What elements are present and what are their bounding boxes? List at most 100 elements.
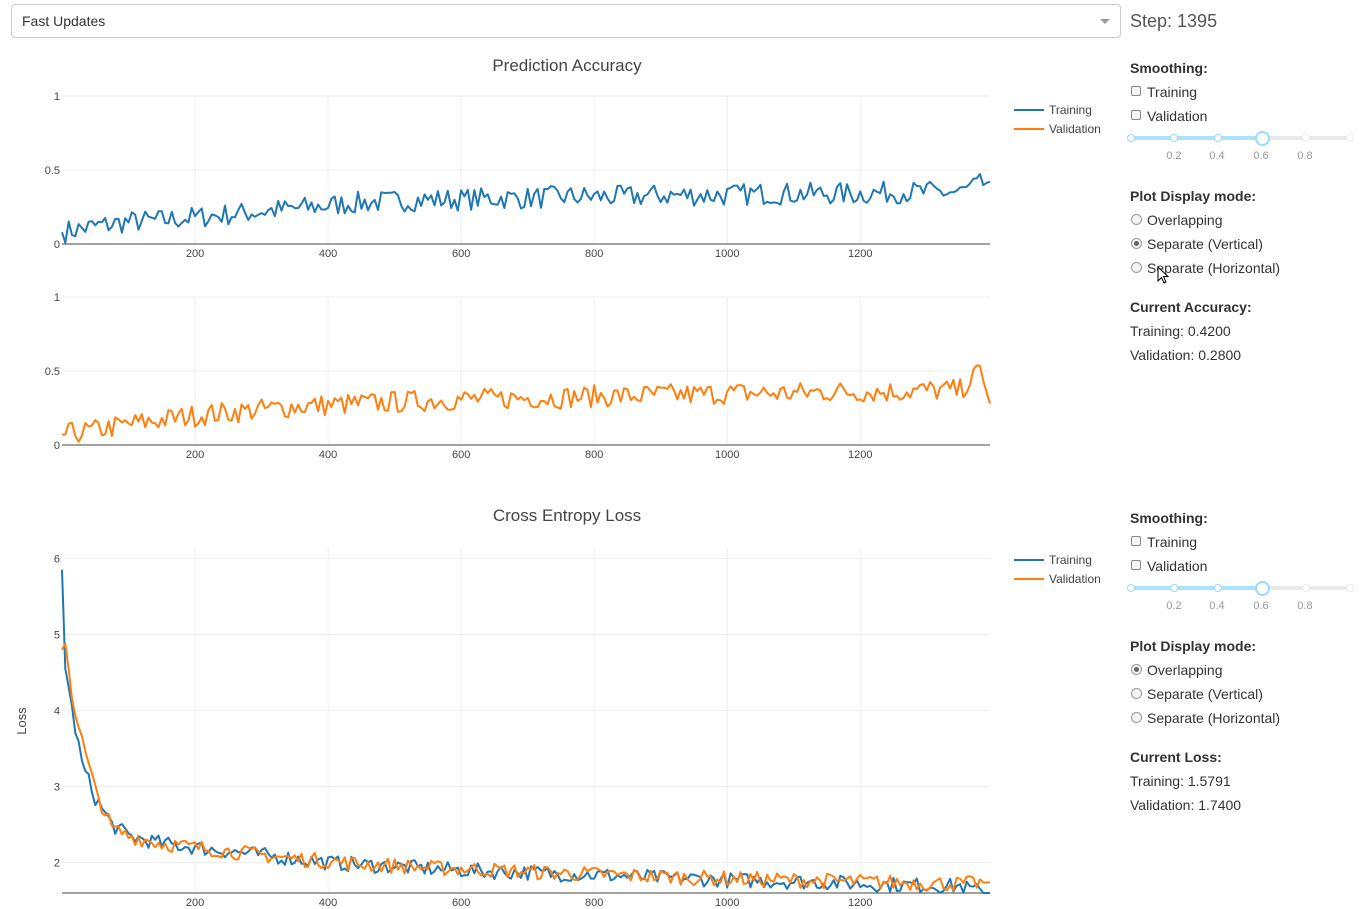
radio-label: Separate (Horizontal) — [1147, 710, 1281, 726]
slider-handle[interactable] — [1255, 581, 1270, 596]
slider-mark: 0.2 — [1166, 600, 1182, 612]
y-tick-label: 0.5 — [45, 165, 60, 177]
slider-track — [1130, 586, 1261, 590]
x-tick-label: 1200 — [848, 897, 872, 909]
x-tick-label: 200 — [186, 449, 204, 461]
radio-label: Separate (Vertical) — [1147, 686, 1263, 702]
loss-smoothing-slider[interactable]: 0.2 0.4 0.6 0.8 — [1127, 578, 1360, 622]
y-tick-label: 6 — [54, 553, 60, 565]
x-tick-label: 400 — [319, 248, 337, 260]
slider-mark: 0.8 — [1297, 600, 1313, 612]
slider-handle[interactable] — [1255, 131, 1270, 146]
y-tick-label: 5 — [54, 629, 60, 641]
slider-mark: 0.6 — [1253, 150, 1269, 162]
y-tick-label: 3 — [54, 782, 60, 794]
radio-button[interactable] — [1131, 214, 1142, 225]
loss-controls: Smoothing: Training Validation 0.2 0.4 0… — [1127, 506, 1360, 817]
accuracy-smoothing-label: Smoothing: — [1130, 60, 1208, 76]
series-line-training — [61, 173, 991, 244]
series-line-training — [61, 569, 990, 894]
accuracy-smoothing-validation[interactable]: Validation — [1130, 104, 1360, 128]
x-tick-label: 600 — [452, 449, 470, 461]
checkbox-training-label: Training — [1147, 534, 1198, 550]
loss-smoothing-validation[interactable]: Validation — [1130, 554, 1360, 578]
x-tick-label: 600 — [452, 897, 470, 909]
checkbox-training[interactable] — [1131, 536, 1141, 546]
slider-track — [1130, 136, 1261, 140]
radio-separate-vertical[interactable]: Separate (Vertical) — [1130, 682, 1360, 706]
y-tick-label: 1 — [54, 91, 60, 103]
loss-smoothing-training[interactable]: Training — [1130, 530, 1360, 554]
accuracy-controls: Smoothing: Training Validation 0.2 0.4 0… — [1127, 56, 1360, 367]
slider-dot[interactable] — [1127, 584, 1135, 592]
current-loss-label: Current Loss: — [1130, 749, 1222, 765]
slider-dot[interactable] — [1170, 584, 1178, 592]
y-tick-label: 1 — [54, 292, 60, 304]
current-loss-validation: Validation: 1.7400 — [1130, 797, 1242, 813]
current-accuracy-label: Current Accuracy: — [1130, 299, 1252, 315]
y-tick-label: 2 — [54, 858, 60, 870]
x-tick-label: 200 — [186, 248, 204, 260]
x-tick-label: 400 — [319, 897, 337, 909]
checkbox-validation[interactable] — [1131, 560, 1141, 570]
radio-button[interactable] — [1131, 262, 1142, 273]
series-line-validation — [61, 642, 991, 892]
radio-button[interactable] — [1131, 664, 1142, 675]
checkbox-validation-label: Validation — [1147, 558, 1208, 574]
slider-dot[interactable] — [1127, 134, 1135, 142]
radio-label: Separate (Vertical) — [1147, 236, 1263, 252]
loss-display-label: Plot Display mode: — [1130, 638, 1257, 654]
radio-button[interactable] — [1131, 238, 1142, 249]
mouse-cursor-icon — [1157, 266, 1170, 284]
step-counter: Step: 1395 — [1130, 11, 1218, 31]
x-tick-label: 1200 — [848, 248, 872, 260]
slider-mark: 0.4 — [1209, 600, 1225, 612]
radio-separate-vertical[interactable]: Separate (Vertical) — [1130, 232, 1360, 256]
checkbox-training[interactable] — [1131, 86, 1141, 96]
slider-dot[interactable] — [1214, 584, 1222, 592]
radio-label: Overlapping — [1147, 212, 1223, 228]
legend-entry-validation: Validation — [1049, 122, 1101, 136]
loss-smoothing-label: Smoothing: — [1130, 510, 1208, 526]
x-tick-label: 1200 — [848, 449, 872, 461]
checkbox-training-label: Training — [1147, 84, 1198, 100]
slider-dot[interactable] — [1302, 134, 1310, 142]
x-tick-label: 800 — [585, 897, 603, 909]
current-accuracy-training: Training: 0.4200 — [1130, 323, 1231, 339]
radio-separate-horizontal[interactable]: Separate (Horizontal) — [1130, 706, 1360, 730]
slider-dot[interactable] — [1346, 134, 1354, 142]
x-tick-label: 800 — [585, 248, 603, 260]
radio-button[interactable] — [1131, 688, 1142, 699]
chevron-down-icon[interactable] — [1100, 19, 1110, 24]
radio-separate-horizontal[interactable]: Separate (Horizontal) — [1130, 256, 1360, 280]
x-tick-label: 400 — [319, 449, 337, 461]
x-tick-label: 1000 — [715, 449, 739, 461]
radio-overlapping[interactable]: Overlapping — [1130, 208, 1360, 232]
x-tick-label: 200 — [186, 897, 204, 909]
accuracy-smoothing-training[interactable]: Training — [1130, 80, 1360, 104]
slider-dot[interactable] — [1170, 134, 1178, 142]
radio-label: Separate (Horizontal) — [1147, 260, 1281, 276]
x-tick-label: 1000 — [715, 248, 739, 260]
y-tick-label: 0 — [54, 239, 60, 251]
y-tick-label: 0.5 — [45, 366, 60, 378]
y-tick-label: 0 — [54, 440, 60, 452]
slider-dot[interactable] — [1346, 584, 1354, 592]
x-tick-label: 800 — [585, 449, 603, 461]
slider-mark: 0.6 — [1253, 600, 1269, 612]
chart-title: Prediction Accuracy — [492, 56, 642, 75]
radio-overlapping[interactable]: Overlapping — [1130, 658, 1360, 682]
slider-mark: 0.4 — [1209, 150, 1225, 162]
radio-label: Overlapping — [1147, 662, 1223, 678]
accuracy-display-label: Plot Display mode: — [1130, 188, 1257, 204]
checkbox-validation[interactable] — [1131, 110, 1141, 120]
mode-dropdown[interactable]: Fast Updates — [11, 4, 1121, 38]
accuracy-smoothing-slider[interactable]: 0.2 0.4 0.6 0.8 — [1127, 128, 1360, 172]
slider-dot[interactable] — [1302, 584, 1310, 592]
slider-dot[interactable] — [1214, 134, 1222, 142]
slider-mark: 0.8 — [1297, 150, 1313, 162]
series-line-validation — [61, 364, 991, 443]
radio-button[interactable] — [1131, 712, 1142, 723]
dropdown-value: Fast Updates — [22, 13, 106, 29]
y-axis-label: Loss — [14, 707, 29, 735]
